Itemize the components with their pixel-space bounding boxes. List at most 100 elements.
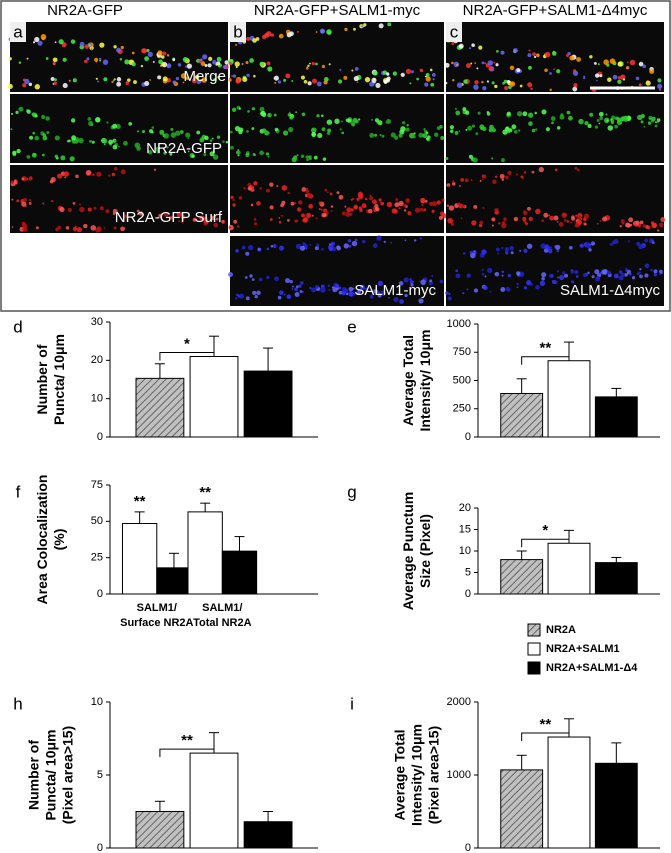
punctum — [553, 215, 559, 221]
punctum — [555, 244, 561, 250]
punctum — [503, 79, 508, 84]
punctum — [444, 62, 450, 68]
punctum — [157, 75, 162, 80]
punctum — [449, 125, 454, 130]
punctum — [473, 84, 479, 90]
punctum — [476, 67, 479, 70]
punctum — [594, 73, 600, 78]
punctum — [331, 246, 337, 251]
punctum — [238, 196, 243, 200]
punctum — [72, 78, 77, 83]
punctum — [569, 55, 575, 61]
punctum — [95, 227, 101, 233]
punctum — [269, 205, 274, 210]
punctum — [255, 37, 260, 41]
punctum — [315, 62, 318, 66]
punctum — [619, 225, 622, 228]
panel-letter: i — [350, 694, 354, 713]
punctum — [626, 61, 629, 64]
punctum — [34, 114, 38, 118]
y-tick-label: 5 — [465, 566, 471, 578]
punctum — [374, 204, 379, 209]
punctum — [42, 202, 45, 205]
punctum — [67, 207, 72, 212]
punctum — [328, 246, 333, 252]
punctum — [570, 221, 573, 224]
punctum — [614, 116, 619, 121]
punctum — [34, 36, 40, 43]
punctum — [303, 79, 308, 84]
punctum — [234, 61, 240, 67]
punctum — [347, 118, 352, 123]
punctum — [386, 119, 392, 124]
punctum — [656, 229, 660, 232]
punctum — [238, 127, 244, 133]
punctum — [642, 64, 647, 69]
punctum — [125, 81, 130, 85]
punctum — [170, 132, 177, 138]
punctum — [278, 220, 282, 224]
punctum — [613, 273, 619, 279]
punctum — [644, 273, 649, 278]
punctum — [230, 130, 233, 134]
punctum — [99, 59, 101, 62]
punctum — [393, 296, 399, 303]
punctum — [486, 110, 490, 114]
punctum — [245, 153, 250, 157]
punctum — [468, 47, 472, 50]
punctum — [612, 74, 618, 80]
punctum — [111, 80, 114, 84]
punctum — [440, 136, 445, 140]
punctum — [551, 279, 556, 284]
punctum — [354, 238, 358, 242]
punctum — [599, 116, 604, 121]
punctum — [636, 241, 641, 246]
punctum — [606, 63, 610, 67]
punctum — [274, 81, 277, 84]
punctum — [649, 117, 652, 120]
punctum — [185, 76, 190, 81]
punctum — [456, 82, 463, 88]
punctum — [259, 187, 263, 190]
punctum — [233, 219, 238, 224]
punctum — [503, 217, 507, 222]
punctum — [124, 59, 130, 65]
punctum — [496, 50, 499, 53]
punctum — [351, 240, 358, 247]
punctum — [656, 118, 661, 122]
punctum — [142, 48, 147, 54]
punctum — [311, 61, 315, 66]
punctum — [88, 140, 92, 143]
punctum — [523, 286, 528, 290]
punctum — [270, 244, 274, 248]
punctum — [230, 145, 234, 150]
punctum — [199, 215, 205, 221]
punctum — [419, 237, 422, 240]
punctum — [181, 215, 186, 220]
y-tick-label: 0 — [465, 431, 471, 443]
punctum — [74, 225, 77, 228]
punctum — [321, 114, 324, 118]
y-axis-label: (Pixel area>15) — [60, 726, 76, 824]
punctum — [35, 226, 39, 230]
punctum — [454, 107, 457, 110]
punctum — [328, 288, 331, 291]
punctum — [383, 240, 386, 244]
punctum — [278, 247, 281, 250]
punctum — [322, 213, 327, 218]
punctum — [163, 151, 167, 155]
punctum — [295, 243, 302, 250]
punctum — [72, 226, 78, 232]
punctum — [113, 139, 117, 143]
punctum — [120, 169, 126, 175]
significance-bracket — [159, 748, 215, 758]
punctum — [96, 80, 99, 83]
punctum — [216, 56, 222, 62]
punctum — [306, 192, 312, 199]
punctum — [22, 78, 26, 82]
punctum — [392, 71, 398, 76]
punctum — [60, 155, 66, 161]
punctum — [253, 74, 256, 78]
micrograph — [10, 165, 228, 233]
punctum — [471, 43, 475, 48]
